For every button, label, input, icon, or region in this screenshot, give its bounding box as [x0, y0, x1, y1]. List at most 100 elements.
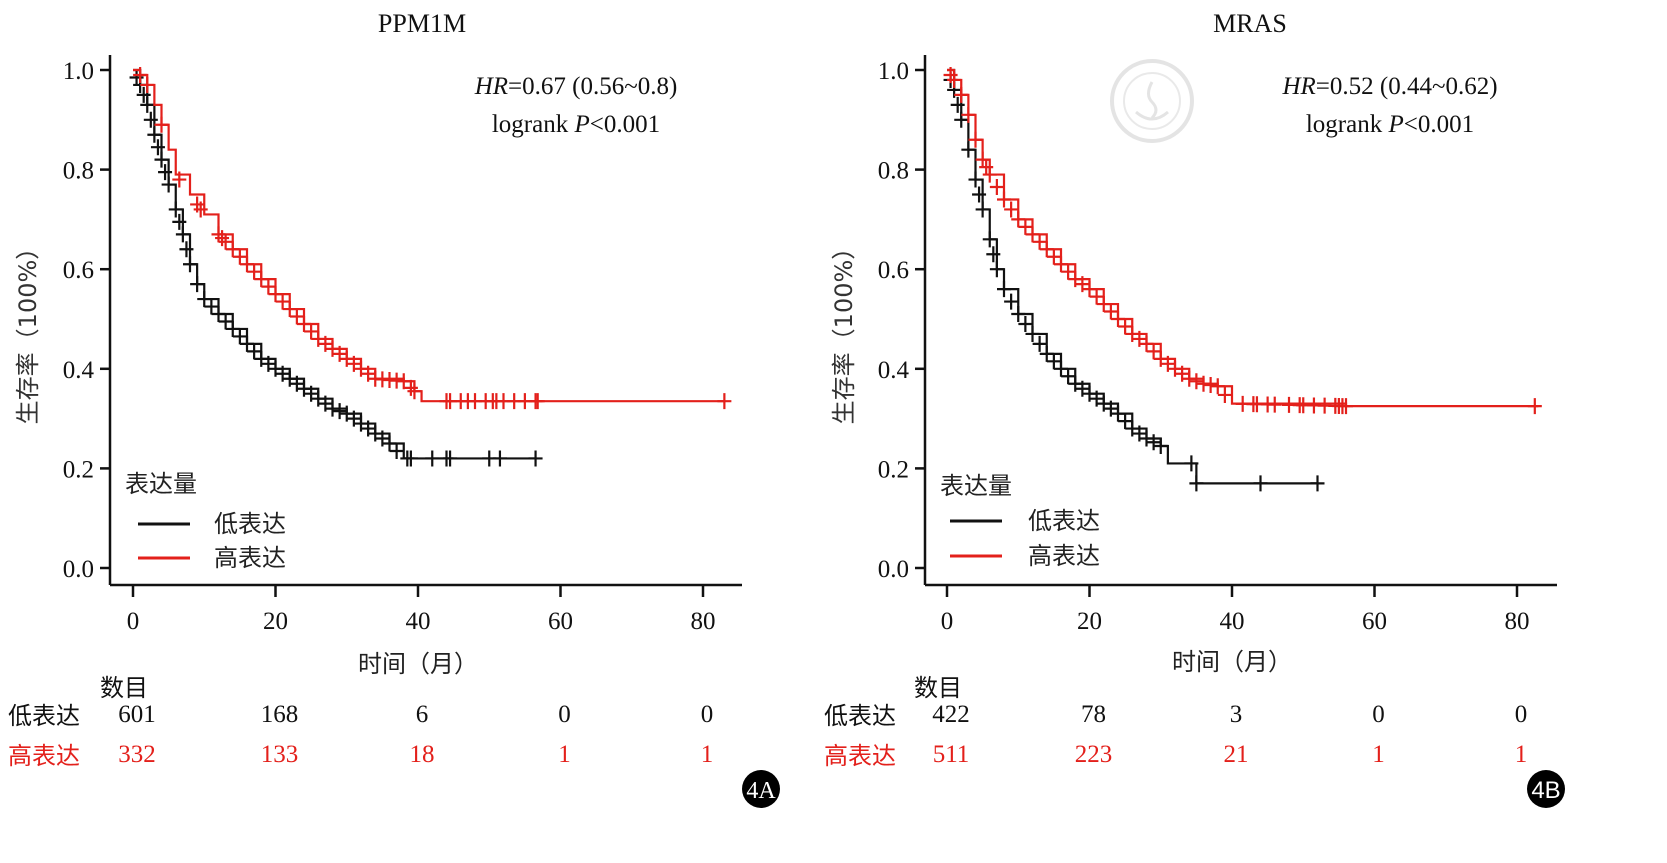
- censor-mark: [1011, 306, 1026, 323]
- censor-mark: [268, 286, 283, 303]
- y-tick-label: 0.4: [63, 357, 95, 384]
- censor-mark: [136, 86, 151, 103]
- censor-mark: [530, 393, 545, 410]
- censor-mark: [282, 370, 297, 387]
- censor-mark: [1089, 288, 1104, 305]
- censor-mark: [1111, 405, 1125, 422]
- y-tick-label: 1.0: [878, 58, 909, 85]
- risk-count-low: 3: [1230, 701, 1243, 728]
- censor-mark: [1089, 390, 1104, 407]
- hr-value: =0.67 (0.56~0.8): [508, 73, 677, 100]
- censor-mark: [947, 71, 962, 88]
- censor-mark: [143, 111, 158, 128]
- censor-mark: [1018, 315, 1033, 332]
- censor-mark: [211, 306, 226, 323]
- censor-mark: [443, 450, 458, 467]
- censor-mark: [190, 276, 205, 293]
- censor-mark: [1189, 475, 1204, 492]
- censor-mark: [425, 450, 440, 467]
- hr-label: HR: [474, 73, 508, 100]
- censor-mark: [232, 248, 247, 265]
- censor-mark: [982, 231, 997, 248]
- censor-mark: [1018, 218, 1033, 235]
- censor-mark: [261, 355, 276, 372]
- censor-mark: [297, 380, 311, 397]
- censor-mark: [1196, 375, 1211, 392]
- censor-mark: [997, 191, 1011, 208]
- panel-badge: 4B: [1527, 770, 1565, 808]
- censor-mark: [218, 233, 233, 250]
- chart-title: PPM1M: [378, 9, 466, 38]
- censor-mark: [1096, 296, 1111, 313]
- panel-badge: 4A: [742, 770, 780, 808]
- censor-mark: [247, 343, 262, 360]
- censor-mark: [150, 139, 165, 156]
- censor-mark: [1054, 256, 1068, 273]
- censor-mark: [275, 293, 290, 310]
- censor-mark: [339, 405, 354, 422]
- censor-mark: [247, 263, 262, 280]
- censor-mark: [361, 420, 376, 437]
- censor-mark: [975, 151, 990, 168]
- censor-mark: [1032, 233, 1047, 250]
- censor-mark: [1039, 345, 1054, 362]
- censor-mark: [1146, 434, 1161, 451]
- censor-mark: [133, 66, 148, 83]
- censor-mark: [240, 335, 254, 352]
- risk-count-low: 0: [1515, 701, 1528, 728]
- censor-mark: [332, 345, 347, 362]
- risk-count-high: 511: [933, 741, 970, 768]
- censor-mark: [1153, 437, 1168, 454]
- censor-mark: [215, 230, 230, 247]
- panel-mras: MRAS HR=0.52 (0.44~0.62) logrank P<0.001…: [824, 9, 1565, 808]
- censor-mark: [1025, 325, 1040, 342]
- censor-mark: [154, 151, 169, 168]
- censor-mark: [1267, 396, 1282, 413]
- x-tick-label: 80: [1505, 608, 1530, 635]
- censor-mark: [997, 281, 1011, 298]
- x-tick-label: 0: [127, 608, 140, 635]
- x-tick-label: 0: [941, 608, 954, 635]
- p-label: P: [573, 111, 589, 138]
- risk-count-low: 601: [118, 701, 156, 728]
- legend-label-low: 低表达: [1028, 507, 1100, 535]
- risk-count-low: 6: [416, 701, 429, 728]
- censor-mark: [311, 390, 326, 407]
- x-axis-label: 时间（月）: [1172, 648, 1292, 676]
- censor-mark: [986, 246, 1001, 263]
- censor-mark: [407, 383, 422, 400]
- censor-mark: [332, 403, 347, 420]
- censor-mark: [304, 385, 319, 402]
- censor-mark: [1103, 400, 1118, 417]
- censor-mark: [1082, 385, 1097, 402]
- risk-count-low: 0: [558, 701, 571, 728]
- censor-mark: [403, 379, 418, 396]
- censor-mark: [1182, 370, 1197, 387]
- censor-mark: [1189, 373, 1204, 390]
- censor-mark: [325, 400, 340, 417]
- censor-mark: [140, 76, 155, 93]
- hr-text: HR=0.67 (0.56~0.8): [474, 73, 678, 100]
- y-tick-label: 0.6: [878, 257, 909, 284]
- hr-annotation: HR=0.52 (0.44~0.62) logrank P<0.001: [1281, 73, 1497, 138]
- censor-mark: [375, 430, 390, 447]
- censor-mark: [403, 450, 418, 467]
- risk-cells: 601 332 168 133 6 18 0 1 0 1: [118, 701, 713, 768]
- censor-mark: [1217, 386, 1232, 403]
- censor-mark: [1068, 271, 1083, 288]
- hr-value: =0.52 (0.44~0.62): [1316, 73, 1498, 100]
- censor-mark: [311, 330, 326, 347]
- censor-mark: [289, 375, 304, 392]
- panel-badge-label: 4A: [746, 778, 776, 804]
- censor-mark: [1253, 475, 1268, 492]
- censor-mark: [1103, 303, 1118, 320]
- risk-count-high: 1: [558, 741, 571, 768]
- x-tick-label: 80: [691, 608, 716, 635]
- legend: 表达量 低表达 高表达: [125, 470, 286, 572]
- censor-mark: [168, 201, 183, 218]
- censor-mark: [197, 291, 212, 308]
- censor-mark: [1046, 353, 1061, 370]
- watermark-seal-icon: [1110, 59, 1194, 143]
- censor-mark: [972, 186, 987, 203]
- y-tick-label: 0.2: [878, 456, 909, 483]
